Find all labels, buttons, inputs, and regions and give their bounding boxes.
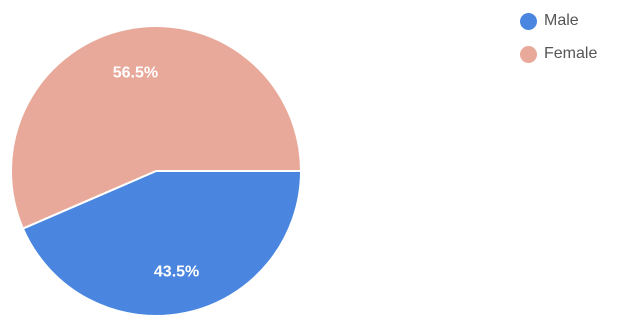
pie-slice-female[interactable]	[10, 25, 303, 230]
legend-label-female: Female	[544, 45, 598, 62]
pie-slice-male[interactable]	[21, 170, 303, 317]
legend-label-male: Male	[544, 12, 579, 29]
pie-label-male: 43.5%	[154, 263, 199, 280]
legend-swatch-male	[520, 12, 537, 30]
legend-item-male[interactable]: Male	[520, 10, 616, 32]
chart-legend: Male Female	[520, 10, 616, 76]
pie-slices	[10, 25, 303, 317]
pie-labels: 43.5% 56.5%	[113, 65, 200, 281]
legend-item-female[interactable]: Female	[520, 43, 616, 65]
pie-label-female: 56.5%	[113, 65, 158, 82]
legend-swatch-female	[520, 45, 537, 63]
